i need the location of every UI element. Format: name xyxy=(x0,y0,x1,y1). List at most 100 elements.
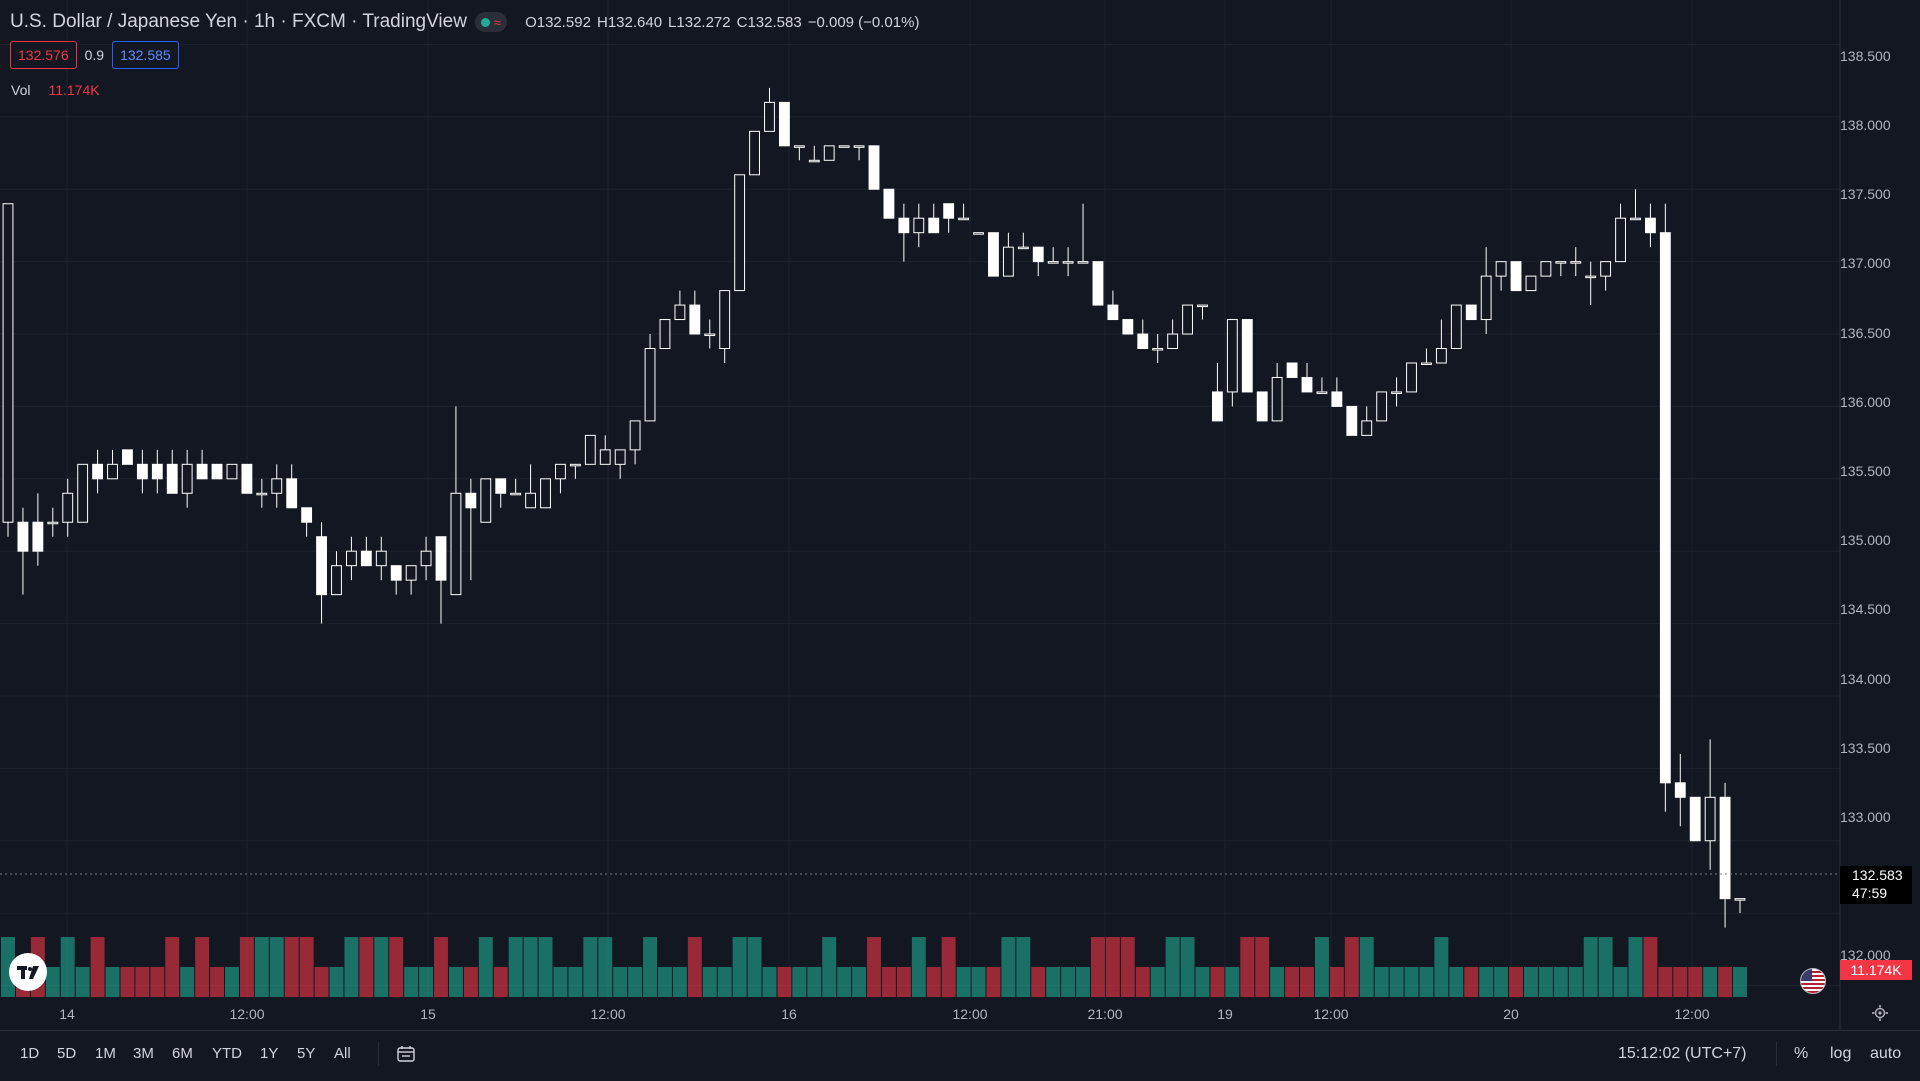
gear-icon[interactable] xyxy=(1871,1004,1889,1022)
candle xyxy=(1361,406,1373,436)
log-scale-toggle[interactable]: log xyxy=(1830,1045,1852,1062)
volume-legend[interactable]: Vol 11.174K xyxy=(11,82,100,98)
candle-body-down xyxy=(1510,261,1522,292)
volume-bar xyxy=(956,967,971,997)
volume-bar xyxy=(1568,967,1583,997)
price-axis-label: 133.500 xyxy=(1840,740,1891,756)
candle-body-up xyxy=(1495,261,1507,277)
bottom-toolbar xyxy=(0,1030,1920,1081)
range-button-1m[interactable]: 1M xyxy=(95,1045,116,1062)
volume-bar xyxy=(1718,967,1733,997)
volume-bar xyxy=(1076,967,1090,997)
volume-bar xyxy=(1494,967,1509,997)
market-status-pill[interactable]: ≈ xyxy=(474,12,508,32)
candle-body-down xyxy=(1107,304,1119,321)
volume-bar xyxy=(986,967,1001,997)
candle xyxy=(17,507,29,595)
volume-bar xyxy=(314,967,329,997)
candle-body-down xyxy=(435,536,447,581)
volume-bar xyxy=(1031,967,1046,997)
candle xyxy=(764,87,775,132)
candle-body-down xyxy=(1032,246,1044,263)
range-button-all[interactable]: All xyxy=(334,1045,351,1062)
price-axis-label: 133.000 xyxy=(1840,809,1891,825)
price-axis-label: 132.000 xyxy=(1840,947,1891,963)
candle-body-down xyxy=(1659,232,1671,784)
range-button-1d[interactable]: 1D xyxy=(20,1045,40,1062)
candle xyxy=(316,522,327,624)
candle xyxy=(1555,261,1567,277)
volume-bar xyxy=(1,937,15,997)
volume-bar xyxy=(687,937,702,997)
candle xyxy=(1719,782,1731,928)
price-axis-label: 134.000 xyxy=(1840,671,1891,687)
candle-body-up xyxy=(1450,304,1462,350)
volume-bar xyxy=(448,967,463,997)
volume-bar xyxy=(1628,937,1643,997)
candle xyxy=(644,334,656,422)
clock-timezone[interactable]: 15:12:02 (UTC+7) xyxy=(1618,1045,1747,1062)
candle-body-up xyxy=(181,463,193,494)
price-axis-label: 136.000 xyxy=(1840,394,1891,410)
volume-bar xyxy=(1434,937,1449,997)
range-button-1y[interactable]: 1Y xyxy=(260,1045,279,1062)
candle xyxy=(1630,189,1641,221)
candle-body-up xyxy=(569,463,581,467)
candle-body-up xyxy=(913,217,925,234)
candle-body-up xyxy=(1570,261,1582,264)
volume-bar xyxy=(1001,937,1016,997)
volume-bar xyxy=(1285,967,1300,997)
candle-body-up xyxy=(256,492,268,496)
ohlc-change: −0.009 (−0.01%) xyxy=(807,13,920,31)
candle-body-down xyxy=(1301,376,1313,393)
candle xyxy=(301,507,313,537)
volume-bar xyxy=(284,937,299,997)
time-axis-label: 12:00 xyxy=(590,1006,626,1022)
candle-body-up xyxy=(1406,362,1417,393)
auto-scale-toggle[interactable]: auto xyxy=(1870,1045,1902,1062)
range-button-3m[interactable]: 3M xyxy=(133,1045,154,1062)
wave-icon: ≈ xyxy=(493,14,502,30)
time-axis-label: 20 xyxy=(1503,1006,1519,1022)
volume-bar xyxy=(1225,967,1240,997)
chart-grid xyxy=(0,0,1840,1000)
volume-bar xyxy=(523,937,538,997)
candle-body-up xyxy=(973,232,984,235)
candle-body-up xyxy=(1615,217,1626,263)
us-flag-icon[interactable] xyxy=(1800,968,1826,994)
candle xyxy=(420,536,432,581)
range-button-ytd[interactable]: YTD xyxy=(212,1045,242,1062)
candle-body-up xyxy=(614,449,626,465)
candlestick-series xyxy=(2,87,1746,928)
candle-body-up xyxy=(1002,246,1014,277)
candle xyxy=(77,463,89,523)
sell-button[interactable]: 132.576 xyxy=(10,41,77,69)
candle xyxy=(1450,304,1462,350)
volume-bar xyxy=(105,967,120,997)
volume-bar xyxy=(75,967,90,997)
range-button-5y[interactable]: 5Y xyxy=(297,1045,316,1062)
buy-button[interactable]: 132.585 xyxy=(112,41,179,69)
candle-body-down xyxy=(1674,782,1686,798)
volume-bar xyxy=(1105,937,1120,997)
volume-bar xyxy=(1150,967,1165,997)
time-axis-label: 21:00 xyxy=(1087,1006,1123,1022)
range-button-5d[interactable]: 5D xyxy=(57,1045,77,1062)
range-button-6m[interactable]: 6M xyxy=(172,1045,193,1062)
volume-bar xyxy=(344,937,359,997)
candle-body-up xyxy=(62,492,74,523)
candle-body-up xyxy=(853,145,865,148)
candle xyxy=(988,232,999,277)
volume-bar xyxy=(792,967,807,997)
volume-bar xyxy=(135,967,150,997)
time-axis-label: 16 xyxy=(781,1006,797,1022)
symbol-title[interactable]: U.S. Dollar / Japanese Yen · 1h · FXCM ·… xyxy=(10,11,467,32)
candle xyxy=(1077,203,1089,264)
calendar-range-icon[interactable] xyxy=(396,1044,416,1064)
percent-scale-toggle[interactable]: % xyxy=(1794,1045,1809,1062)
tradingview-logo-icon[interactable] xyxy=(8,952,48,992)
candle-body-up xyxy=(1480,275,1492,321)
candle xyxy=(540,478,551,509)
volume-bar xyxy=(911,937,926,997)
